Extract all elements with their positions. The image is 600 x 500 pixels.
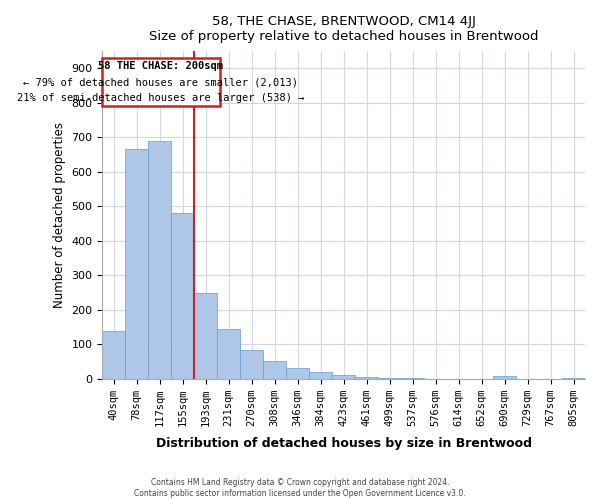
Bar xyxy=(309,372,332,378)
Text: ← 79% of detached houses are smaller (2,013): ← 79% of detached houses are smaller (2,… xyxy=(23,77,298,87)
Bar xyxy=(332,375,355,378)
Bar xyxy=(355,377,378,378)
Title: 58, THE CHASE, BRENTWOOD, CM14 4JJ
Size of property relative to detached houses : 58, THE CHASE, BRENTWOOD, CM14 4JJ Size … xyxy=(149,15,538,43)
Bar xyxy=(217,328,240,378)
Bar xyxy=(148,142,171,378)
Bar xyxy=(263,362,286,378)
Text: 58 THE CHASE: 200sqm: 58 THE CHASE: 200sqm xyxy=(98,61,223,71)
Bar xyxy=(125,150,148,378)
Text: 21% of semi-detached houses are larger (538) →: 21% of semi-detached houses are larger (… xyxy=(17,93,305,103)
X-axis label: Distribution of detached houses by size in Brentwood: Distribution of detached houses by size … xyxy=(155,437,532,450)
Bar xyxy=(240,350,263,378)
Bar xyxy=(102,331,125,378)
FancyBboxPatch shape xyxy=(102,58,220,106)
Text: Contains HM Land Registry data © Crown copyright and database right 2024.
Contai: Contains HM Land Registry data © Crown c… xyxy=(134,478,466,498)
Bar xyxy=(286,368,309,378)
Y-axis label: Number of detached properties: Number of detached properties xyxy=(53,122,66,308)
Bar xyxy=(171,213,194,378)
Bar xyxy=(194,293,217,378)
Bar xyxy=(493,376,516,378)
